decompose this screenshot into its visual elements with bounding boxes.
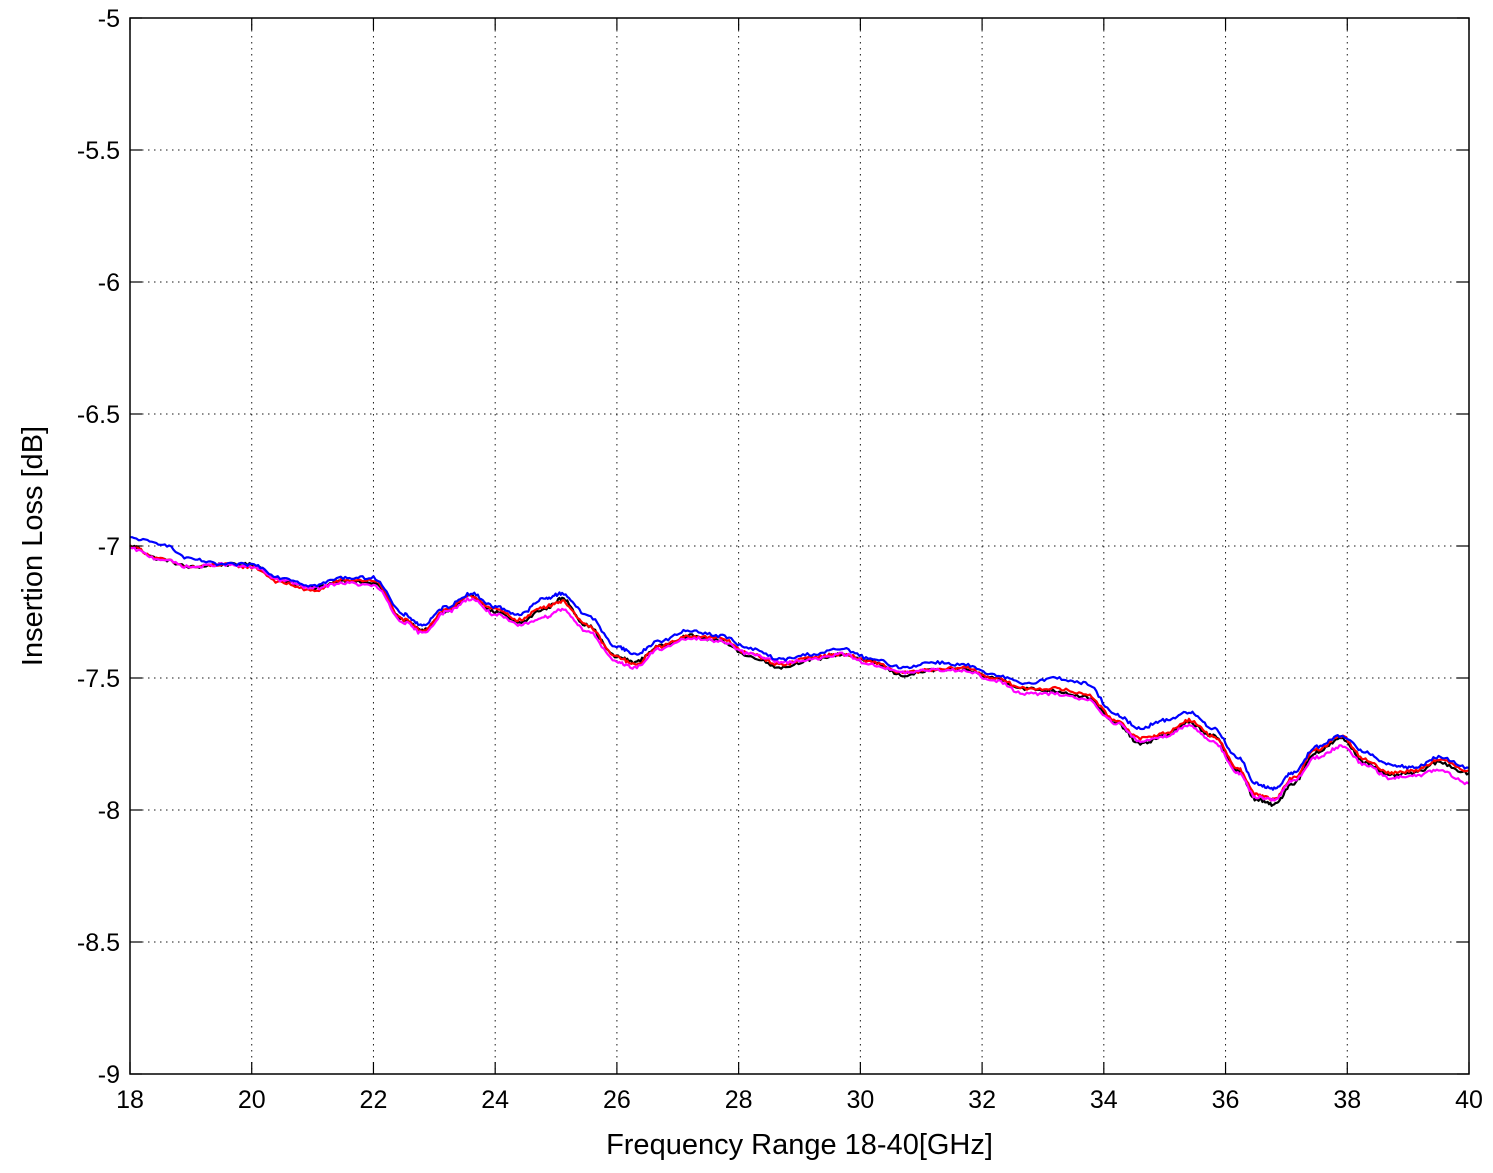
y-tick-label: -6.5 [77,401,120,429]
x-tick-label: 26 [603,1086,631,1114]
series-line-2 [130,536,1470,791]
x-tick-label: 40 [1455,1086,1483,1114]
x-tick-label: 38 [1333,1086,1361,1114]
x-tick-label: 18 [116,1086,144,1114]
x-tick-label: 34 [1090,1086,1118,1114]
x-tick-label: 22 [360,1086,388,1114]
axis-ticks [129,17,1470,1075]
x-axis-tick-labels: 18 20 22 24 26 28 30 32 34 36 38 40 [116,1086,1483,1114]
series-group [129,536,1470,807]
x-tick-label: 30 [846,1086,874,1114]
y-tick-label: -8 [98,797,120,825]
y-axis-title: Insertion Loss [dB] [17,426,49,666]
x-tick-label: 28 [725,1086,753,1114]
x-tick-label: 32 [968,1086,996,1114]
y-tick-label: -5 [98,5,120,33]
x-tick-label: 36 [1212,1086,1240,1114]
y-tick-label: -5.5 [77,137,120,165]
x-axis-title: Frequency Range 18-40[GHz] [606,1129,993,1161]
y-tick-label: -9 [98,1061,120,1089]
y-tick-label: -7.5 [77,665,120,693]
y-tick-label: -6 [98,269,120,297]
x-tick-label: 24 [481,1086,509,1114]
y-axis-tick-labels: -5 -5.5 -6 -6.5 -7 -7.5 -8 -8.5 -9 [77,5,120,1089]
y-tick-label: -8.5 [77,929,120,957]
y-tick-label: -7 [98,533,120,561]
series-line-3 [129,546,1470,802]
x-tick-label: 20 [238,1086,266,1114]
grid [130,18,1469,1074]
